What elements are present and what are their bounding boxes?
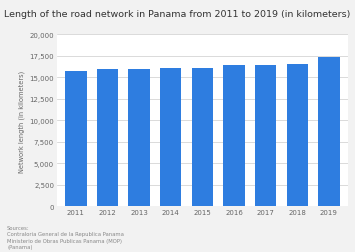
Bar xyxy=(286,65,308,207)
Bar xyxy=(160,69,181,207)
Bar xyxy=(192,68,213,207)
Bar xyxy=(128,70,150,207)
Bar xyxy=(97,70,118,207)
Bar xyxy=(255,65,277,207)
Text: Sources:
Contraloria General de la Republica Panama
Ministerio de Obras Publicas: Sources: Contraloria General de la Repub… xyxy=(7,225,124,249)
Bar xyxy=(318,57,340,207)
Text: Length of the road network in Panama from 2011 to 2019 (in kilometers): Length of the road network in Panama fro… xyxy=(4,10,351,19)
Y-axis label: Network length (in kilometers): Network length (in kilometers) xyxy=(18,70,25,172)
Bar xyxy=(223,66,245,207)
Bar xyxy=(65,71,87,207)
